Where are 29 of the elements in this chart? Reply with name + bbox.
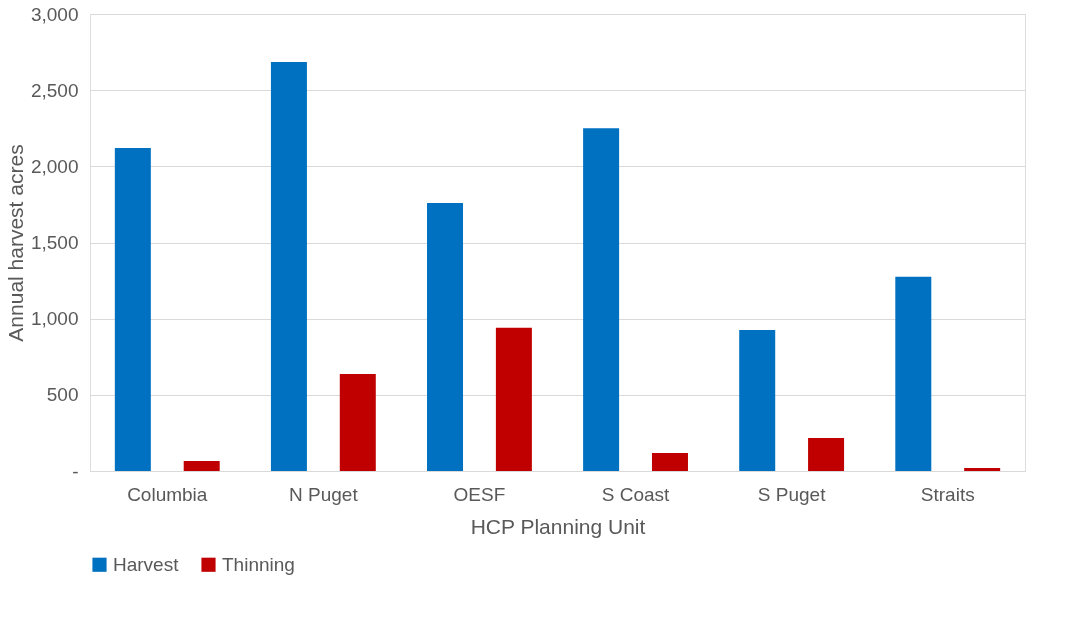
y-tick-label: 500 <box>46 384 79 406</box>
legend-label: Harvest <box>113 553 180 575</box>
x-tick-label: Straits <box>920 483 975 505</box>
y-tick-label: 1,500 <box>30 232 79 253</box>
bar <box>183 461 220 471</box>
y-tick-label: - <box>72 460 79 482</box>
x-tick-label: N Puget <box>289 483 359 505</box>
bar <box>495 327 532 471</box>
y-tick-label: 2,500 <box>30 79 79 101</box>
y-axis-title: Annual harvest acres <box>3 144 27 342</box>
legend-label: Thinning <box>222 553 295 575</box>
bar <box>427 202 464 471</box>
x-tick-label: OESF <box>453 483 506 505</box>
bar <box>583 128 620 471</box>
bar <box>808 437 845 471</box>
bar <box>270 61 307 471</box>
bar <box>895 276 932 471</box>
y-tick-label: 3,000 <box>30 3 79 25</box>
x-axis-title: HCP Planning Unit <box>470 514 646 538</box>
bar <box>964 467 1001 471</box>
x-tick-label: S Coast <box>601 483 671 505</box>
bar <box>739 330 776 471</box>
x-tick-label: S Puget <box>757 483 827 505</box>
y-tick-label: 2,000 <box>30 155 79 177</box>
x-tick-label: Columbia <box>127 483 208 505</box>
bar <box>339 373 376 471</box>
bar <box>651 453 688 471</box>
y-tick-label: 1,000 <box>30 308 79 330</box>
bar <box>114 148 151 471</box>
